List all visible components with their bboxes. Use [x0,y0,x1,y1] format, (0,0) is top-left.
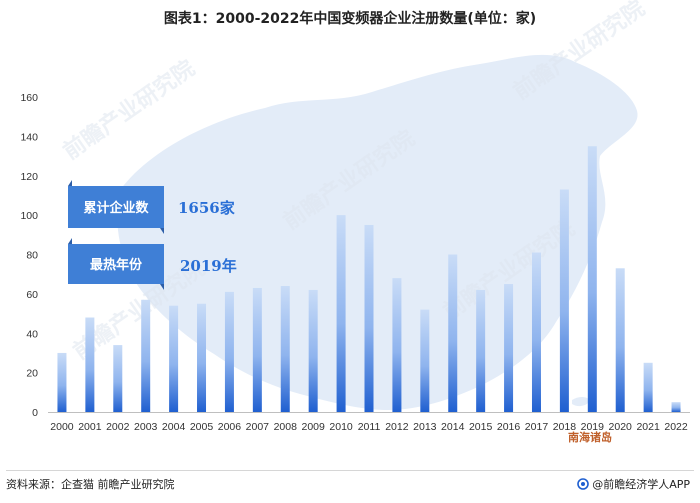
y-tick-label: 80 [26,250,38,262]
bar-2016 [504,284,514,412]
y-tick-label: 40 [26,328,38,340]
map-label-south-china-sea: 南海诸岛 [568,430,612,444]
bar-2019 [587,146,597,412]
x-tick-label: 2010 [329,421,353,433]
x-tick-label: 2021 [636,421,660,433]
x-tick-label: 2002 [106,421,130,433]
bar-2009 [308,289,318,412]
bar-2003 [141,299,151,412]
bar-2018 [559,189,569,412]
brand-credit-text: @前瞻经济学人APP [592,478,690,491]
x-tick-label: 2000 [50,421,74,433]
x-tick-label: 2007 [246,421,270,433]
brand-credit: @前瞻经济学人APP [577,476,690,492]
x-tick-label: 2018 [553,421,577,433]
x-tick-label: 2004 [162,421,186,433]
y-tick-label: 100 [20,210,38,222]
bar-2004 [169,305,179,412]
bar-2012 [392,278,402,412]
bar-2002 [113,345,123,412]
bar-2014 [448,254,458,412]
x-tick-label: 2009 [301,421,325,433]
brand-logo-icon [577,478,590,490]
y-tick-label: 160 [20,92,38,104]
x-tick-label: 2015 [469,421,493,433]
x-tick-label: 2014 [441,421,465,433]
bar-2017 [531,252,541,412]
bar-2008 [280,286,290,412]
x-tick-label: 2017 [525,421,549,433]
x-tick-label: 2001 [78,421,102,433]
y-tick-label: 0 [32,407,38,419]
bar-2013 [420,309,430,412]
bar-2010 [336,215,346,412]
x-tick-label: 2013 [413,421,437,433]
callout-total: 累计企业数 1656家 [68,180,235,234]
bar-2005 [197,303,207,412]
x-tick-label: 2006 [218,421,242,433]
x-tick-label: 2019 [581,421,605,433]
x-tick-label: 2020 [609,421,633,433]
callout-hot-year-label: 最热年份 [90,257,143,273]
bar-2021 [643,362,653,412]
bar-2000 [57,352,67,412]
y-tick-label: 140 [20,131,38,143]
bar-2006 [224,291,234,412]
footer-divider [6,470,694,471]
chart-title: 图表1：2000-2022年中国变频器企业注册数量(单位：家) [163,11,537,27]
y-tick-label: 60 [26,289,38,301]
source-note: 资料来源：企查猫 前瞻产业研究院 [6,478,175,491]
x-tick-label: 2008 [274,421,298,433]
callout-total-label: 累计企业数 [83,200,149,216]
x-tick-label: 2005 [190,421,214,433]
bar-2015 [476,289,486,412]
bar-2022 [671,402,681,412]
bar-2020 [615,268,625,412]
x-tick-label: 2016 [497,421,521,433]
bar-2007 [252,287,262,412]
x-tick-label: 2011 [358,421,381,433]
x-tick-label: 2012 [385,421,409,433]
callout-hot-year-value: 2019年 [180,257,237,275]
y-tick-label: 20 [26,368,38,380]
callout-hot-year: 最热年份 2019年 [68,238,237,290]
map-island-shape [572,397,590,407]
x-tick-label: 2022 [664,421,688,433]
bar-2011 [364,224,374,412]
bar-2001 [85,317,95,412]
callout-total-value: 1656家 [178,199,235,217]
x-tick-label: 2003 [134,421,158,433]
y-tick-label: 120 [20,171,38,183]
